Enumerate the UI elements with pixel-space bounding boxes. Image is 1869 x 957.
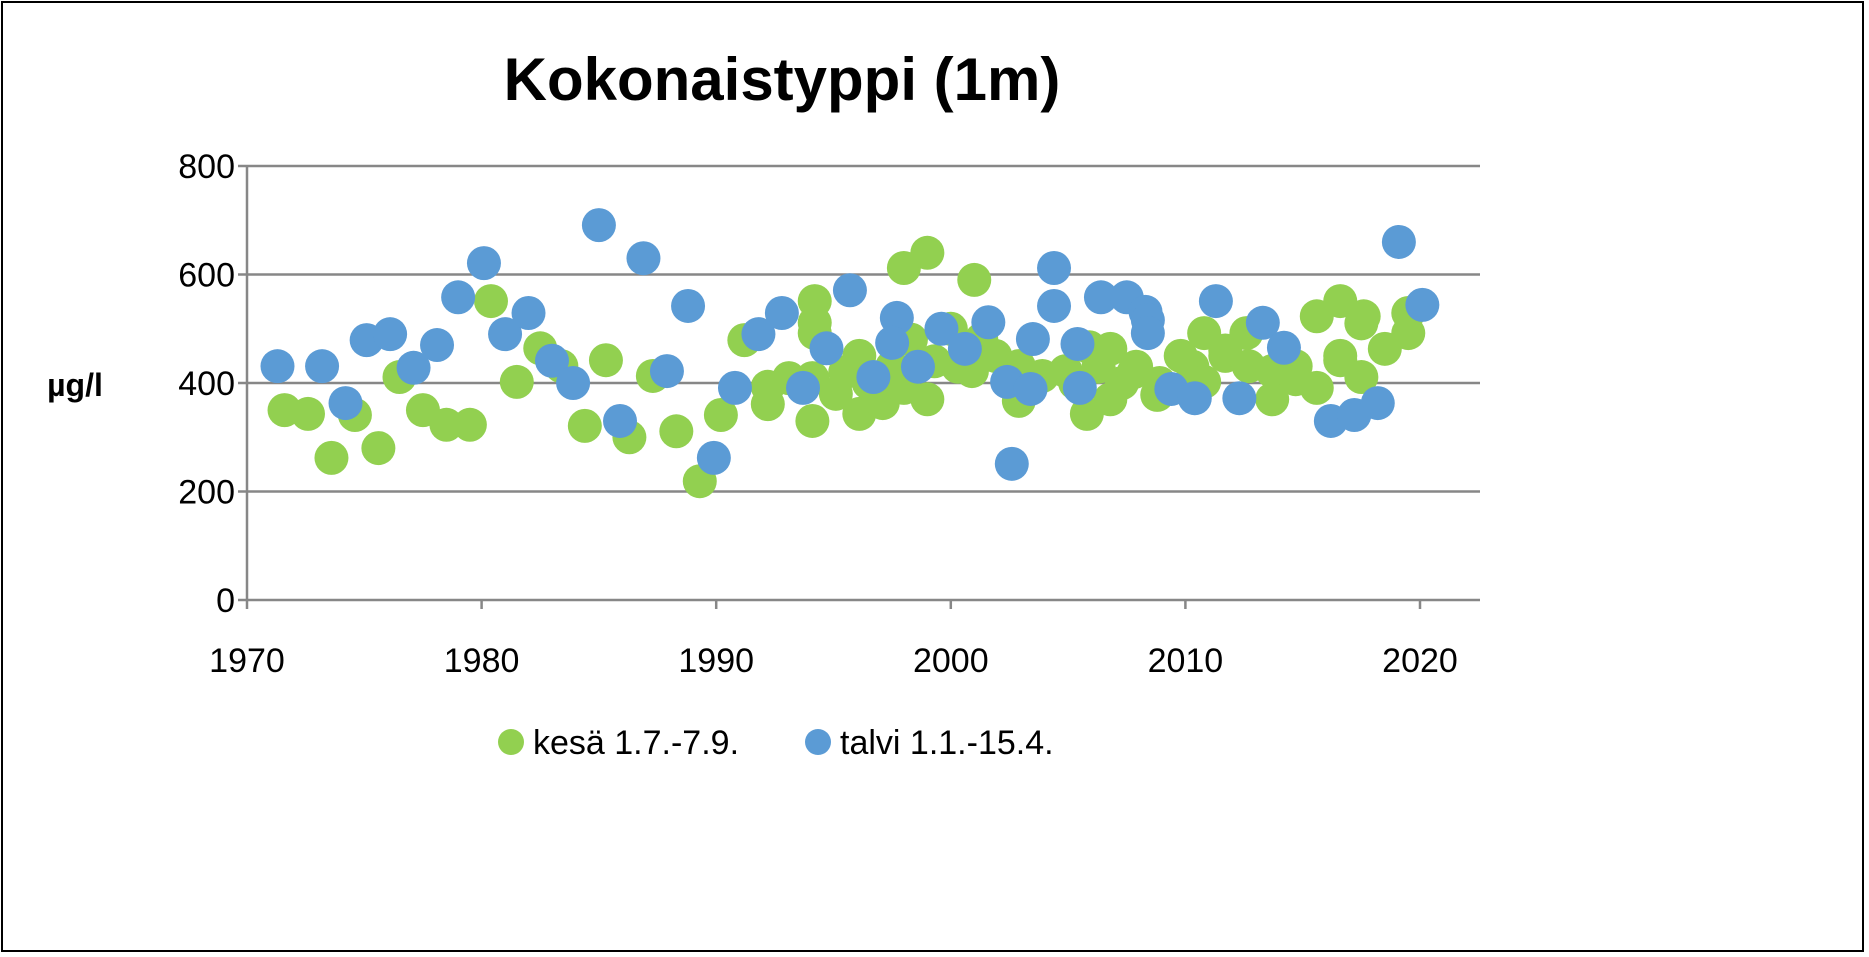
data-point	[1198, 284, 1233, 319]
data-point	[795, 403, 830, 438]
data-point	[1360, 386, 1395, 421]
data-point	[910, 382, 945, 417]
data-point	[511, 296, 546, 331]
data-point	[1266, 330, 1301, 365]
legend: kesä 1.7.-7.9. talvi 1.1.-15.4.	[498, 724, 1054, 762]
data-point	[1255, 382, 1290, 417]
data-point	[328, 386, 363, 421]
data-point	[588, 343, 623, 378]
y-axis-label: µg/l	[47, 367, 103, 403]
x-tick-label: 2010	[1148, 642, 1224, 680]
gridlines	[247, 164, 1480, 493]
data-point	[1344, 360, 1379, 395]
data-point	[260, 349, 295, 384]
data-point	[649, 354, 684, 389]
data-point	[473, 284, 508, 319]
data-point	[764, 296, 799, 331]
data-point	[361, 431, 396, 466]
data-point	[875, 325, 910, 360]
data-point	[659, 414, 694, 449]
data-point	[947, 331, 982, 366]
data-point	[1344, 306, 1379, 341]
data-point	[957, 262, 992, 297]
data-point	[671, 288, 706, 323]
data-point	[290, 396, 325, 431]
y-tick-label: 600	[178, 257, 235, 295]
data-point	[994, 446, 1029, 481]
data-point	[1391, 316, 1426, 351]
data-point	[488, 317, 523, 352]
data-point	[696, 440, 731, 475]
data-point	[626, 241, 661, 276]
data-point	[452, 407, 487, 442]
tick-labels: 0 200 400 600 800 1970 1980 1990 2000 2010 2020	[178, 148, 1458, 680]
data-point	[809, 331, 844, 366]
data-point	[1222, 381, 1257, 416]
data-point	[314, 440, 349, 475]
x-tick-label: 1980	[444, 642, 520, 680]
y-tick-label: 400	[178, 365, 235, 403]
data-point	[1037, 250, 1072, 285]
data-point	[1060, 326, 1095, 361]
x-tick-label: 1990	[678, 642, 754, 680]
data-point	[466, 246, 501, 281]
data-point	[581, 208, 616, 243]
x-tick-label: 2020	[1382, 642, 1458, 680]
data-point	[1093, 331, 1128, 366]
data-point	[1245, 305, 1280, 340]
series-talvi	[260, 208, 1440, 481]
data-point	[750, 387, 785, 422]
axes	[238, 164, 1480, 609]
data-point	[924, 311, 959, 346]
x-tick-label: 1970	[209, 642, 285, 680]
data-point	[556, 366, 591, 400]
data-point	[856, 360, 891, 395]
data-point	[396, 350, 431, 385]
data-point	[1177, 381, 1212, 416]
data-point	[832, 273, 867, 308]
legend-marker-kesa	[498, 729, 524, 755]
data-point	[910, 235, 945, 270]
data-point	[429, 407, 464, 442]
data-point	[1083, 280, 1118, 315]
y-tick-label: 0	[216, 582, 235, 620]
data-point	[1130, 316, 1165, 351]
y-tick-label: 800	[178, 148, 235, 186]
data-point	[499, 364, 534, 399]
x-tick-label: 2000	[913, 642, 989, 680]
legend-marker-talvi	[805, 729, 831, 755]
legend-label-kesa: kesä 1.7.-7.9.	[533, 724, 739, 762]
data-point	[900, 349, 935, 384]
y-tick-label: 200	[178, 474, 235, 512]
data-point	[1013, 371, 1048, 406]
data-point	[305, 349, 340, 384]
data-point	[1381, 224, 1416, 259]
data-point	[1405, 287, 1440, 322]
data-point	[441, 280, 476, 315]
data-point	[971, 305, 1006, 340]
data-point	[741, 317, 776, 352]
data-point	[717, 370, 752, 405]
data-point	[373, 317, 408, 352]
data-point	[534, 343, 569, 378]
data-point	[1062, 370, 1097, 405]
legend-label-talvi: talvi 1.1.-15.4.	[840, 724, 1054, 762]
data-point	[567, 408, 602, 443]
data-point	[703, 398, 738, 433]
chart-title: Kokonaistyppi (1m)	[504, 46, 1061, 113]
data-points	[260, 208, 1440, 499]
data-point	[786, 370, 821, 405]
data-point	[603, 403, 638, 438]
data-point	[1015, 322, 1050, 357]
data-point	[1037, 288, 1072, 323]
data-point	[420, 328, 455, 363]
data-point	[1299, 370, 1334, 405]
